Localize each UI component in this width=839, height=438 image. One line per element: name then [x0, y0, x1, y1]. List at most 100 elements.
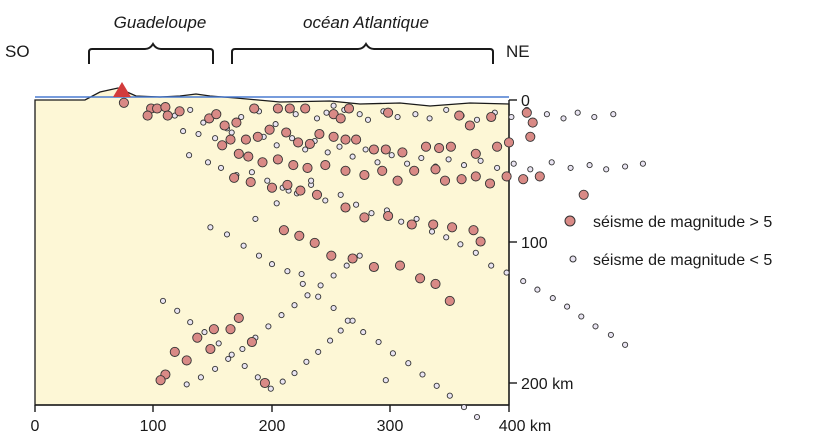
small-earthquake-point — [187, 319, 194, 326]
small-earthquake-point — [248, 169, 255, 176]
small-earthquake-point — [622, 341, 629, 348]
small-earthquake-point — [228, 351, 235, 358]
small-earthquake-point — [337, 191, 344, 198]
large-earthquake-point — [501, 171, 512, 182]
direction-sw-label: SO — [5, 42, 30, 61]
small-earthquake-point — [389, 350, 396, 357]
small-earthquake-point — [291, 370, 298, 377]
large-earthquake-point — [245, 177, 256, 188]
small-earthquake-point — [302, 146, 309, 153]
volcano-triangle — [113, 82, 131, 97]
small-earthquake-point — [543, 111, 550, 118]
region-label-guadeloupe: Guadeloupe — [114, 13, 207, 32]
small-earthquake-point — [299, 280, 306, 287]
small-earthquake-point — [174, 307, 181, 314]
large-earthquake-point — [394, 260, 406, 271]
small-earthquake-point — [349, 317, 356, 324]
small-earthquake-point — [586, 162, 593, 169]
small-earthquake-point — [291, 302, 298, 309]
small-earthquake-point — [592, 323, 599, 330]
region-label-ocean: océan Atlantique — [303, 13, 429, 32]
small-earthquake-point — [238, 113, 245, 121]
large-earthquake-point — [284, 103, 295, 114]
x-tick-400: 400 km — [499, 418, 551, 435]
large-earthquake-point — [428, 219, 439, 230]
large-earthquake-point — [447, 222, 458, 233]
large-earthquake-point — [240, 134, 251, 145]
crust-area — [34, 87, 510, 406]
large-earthquake-point — [257, 157, 268, 168]
large-earthquake-point — [377, 165, 388, 176]
small-earthquake-point — [272, 121, 279, 128]
large-earthquake-point — [368, 144, 379, 155]
small-earthquake-point — [446, 392, 453, 399]
large-earthquake-point — [347, 253, 358, 264]
large-earthquake-point — [578, 189, 589, 200]
large-earthquake-point — [445, 141, 456, 152]
small-earthquake-point — [362, 146, 369, 153]
small-earthquake-point — [368, 210, 375, 217]
large-earthquake-point — [415, 273, 426, 284]
small-earthquakes-series — [159, 102, 646, 421]
small-earthquake-point — [315, 348, 322, 355]
small-earthquake-point — [201, 329, 208, 336]
large-earthquake-point — [249, 103, 260, 114]
x-tick-0: 0 — [31, 418, 40, 435]
large-earthquake-point — [359, 212, 370, 223]
large-earthquake-point — [484, 178, 496, 189]
small-earthquake-point — [264, 177, 271, 184]
small-earthquake-point — [298, 270, 305, 278]
small-earthquake-point — [225, 355, 232, 362]
small-earthquake-point — [510, 160, 517, 167]
small-earthquake-point — [241, 362, 248, 370]
small-earthquake-point — [412, 111, 419, 118]
large-earthquake-point — [454, 110, 465, 121]
large-earthquake-point — [118, 97, 129, 108]
large-earthquake-point — [320, 160, 331, 171]
small-earthquake-point — [204, 159, 212, 166]
large-earthquake-point — [444, 295, 455, 306]
small-earthquake-point — [503, 269, 510, 276]
small-earthquake-point — [183, 381, 190, 388]
large-earthquake-point — [397, 147, 408, 158]
large-earthquake-point — [475, 236, 486, 247]
small-earthquake-point — [428, 228, 436, 235]
large-earthquake-point — [420, 141, 432, 152]
large-earthquake-point — [470, 171, 481, 182]
small-earthquake-point — [527, 166, 534, 173]
large-earthquake-point — [464, 120, 475, 131]
large-earthquake-point — [304, 138, 315, 149]
large-earthquake-point — [208, 324, 219, 335]
small-earthquake-point — [473, 413, 481, 421]
large-earthquake-point — [259, 377, 270, 389]
small-earthquake-point — [303, 358, 310, 365]
small-earthquake-point — [324, 149, 331, 156]
large-earthquake-point — [492, 141, 503, 152]
small-earthquake-point — [186, 152, 193, 159]
small-earthquake-point — [212, 135, 219, 142]
small-earthquake-point — [548, 159, 555, 166]
y-axis-ticks — [509, 99, 517, 384]
large-earthquake-point — [217, 140, 228, 151]
small-earthquake-point — [413, 215, 420, 222]
small-earthquake-point — [508, 113, 515, 121]
small-earthquake-point — [195, 130, 202, 138]
small-earthquake-point — [273, 200, 280, 207]
y-tick-0: 0 — [521, 93, 530, 110]
small-earthquake-point — [426, 115, 433, 122]
small-earthquake-point — [337, 327, 344, 334]
small-earthquake-point — [217, 164, 225, 171]
small-earthquake-point — [265, 323, 272, 330]
large-earthquake-point — [160, 102, 171, 113]
large-earthquake-point — [368, 261, 379, 273]
small-earthquake-point — [418, 154, 425, 162]
small-earthquake-point — [375, 338, 382, 346]
small-earthquake-point — [607, 331, 614, 338]
x-axis-ticks — [34, 405, 510, 412]
large-earthquake-point — [518, 174, 529, 185]
small-earthquake-point — [289, 135, 296, 142]
large-earthquake-point — [314, 128, 325, 140]
legend-small-marker — [569, 255, 577, 263]
small-earthquake-point — [349, 153, 356, 160]
